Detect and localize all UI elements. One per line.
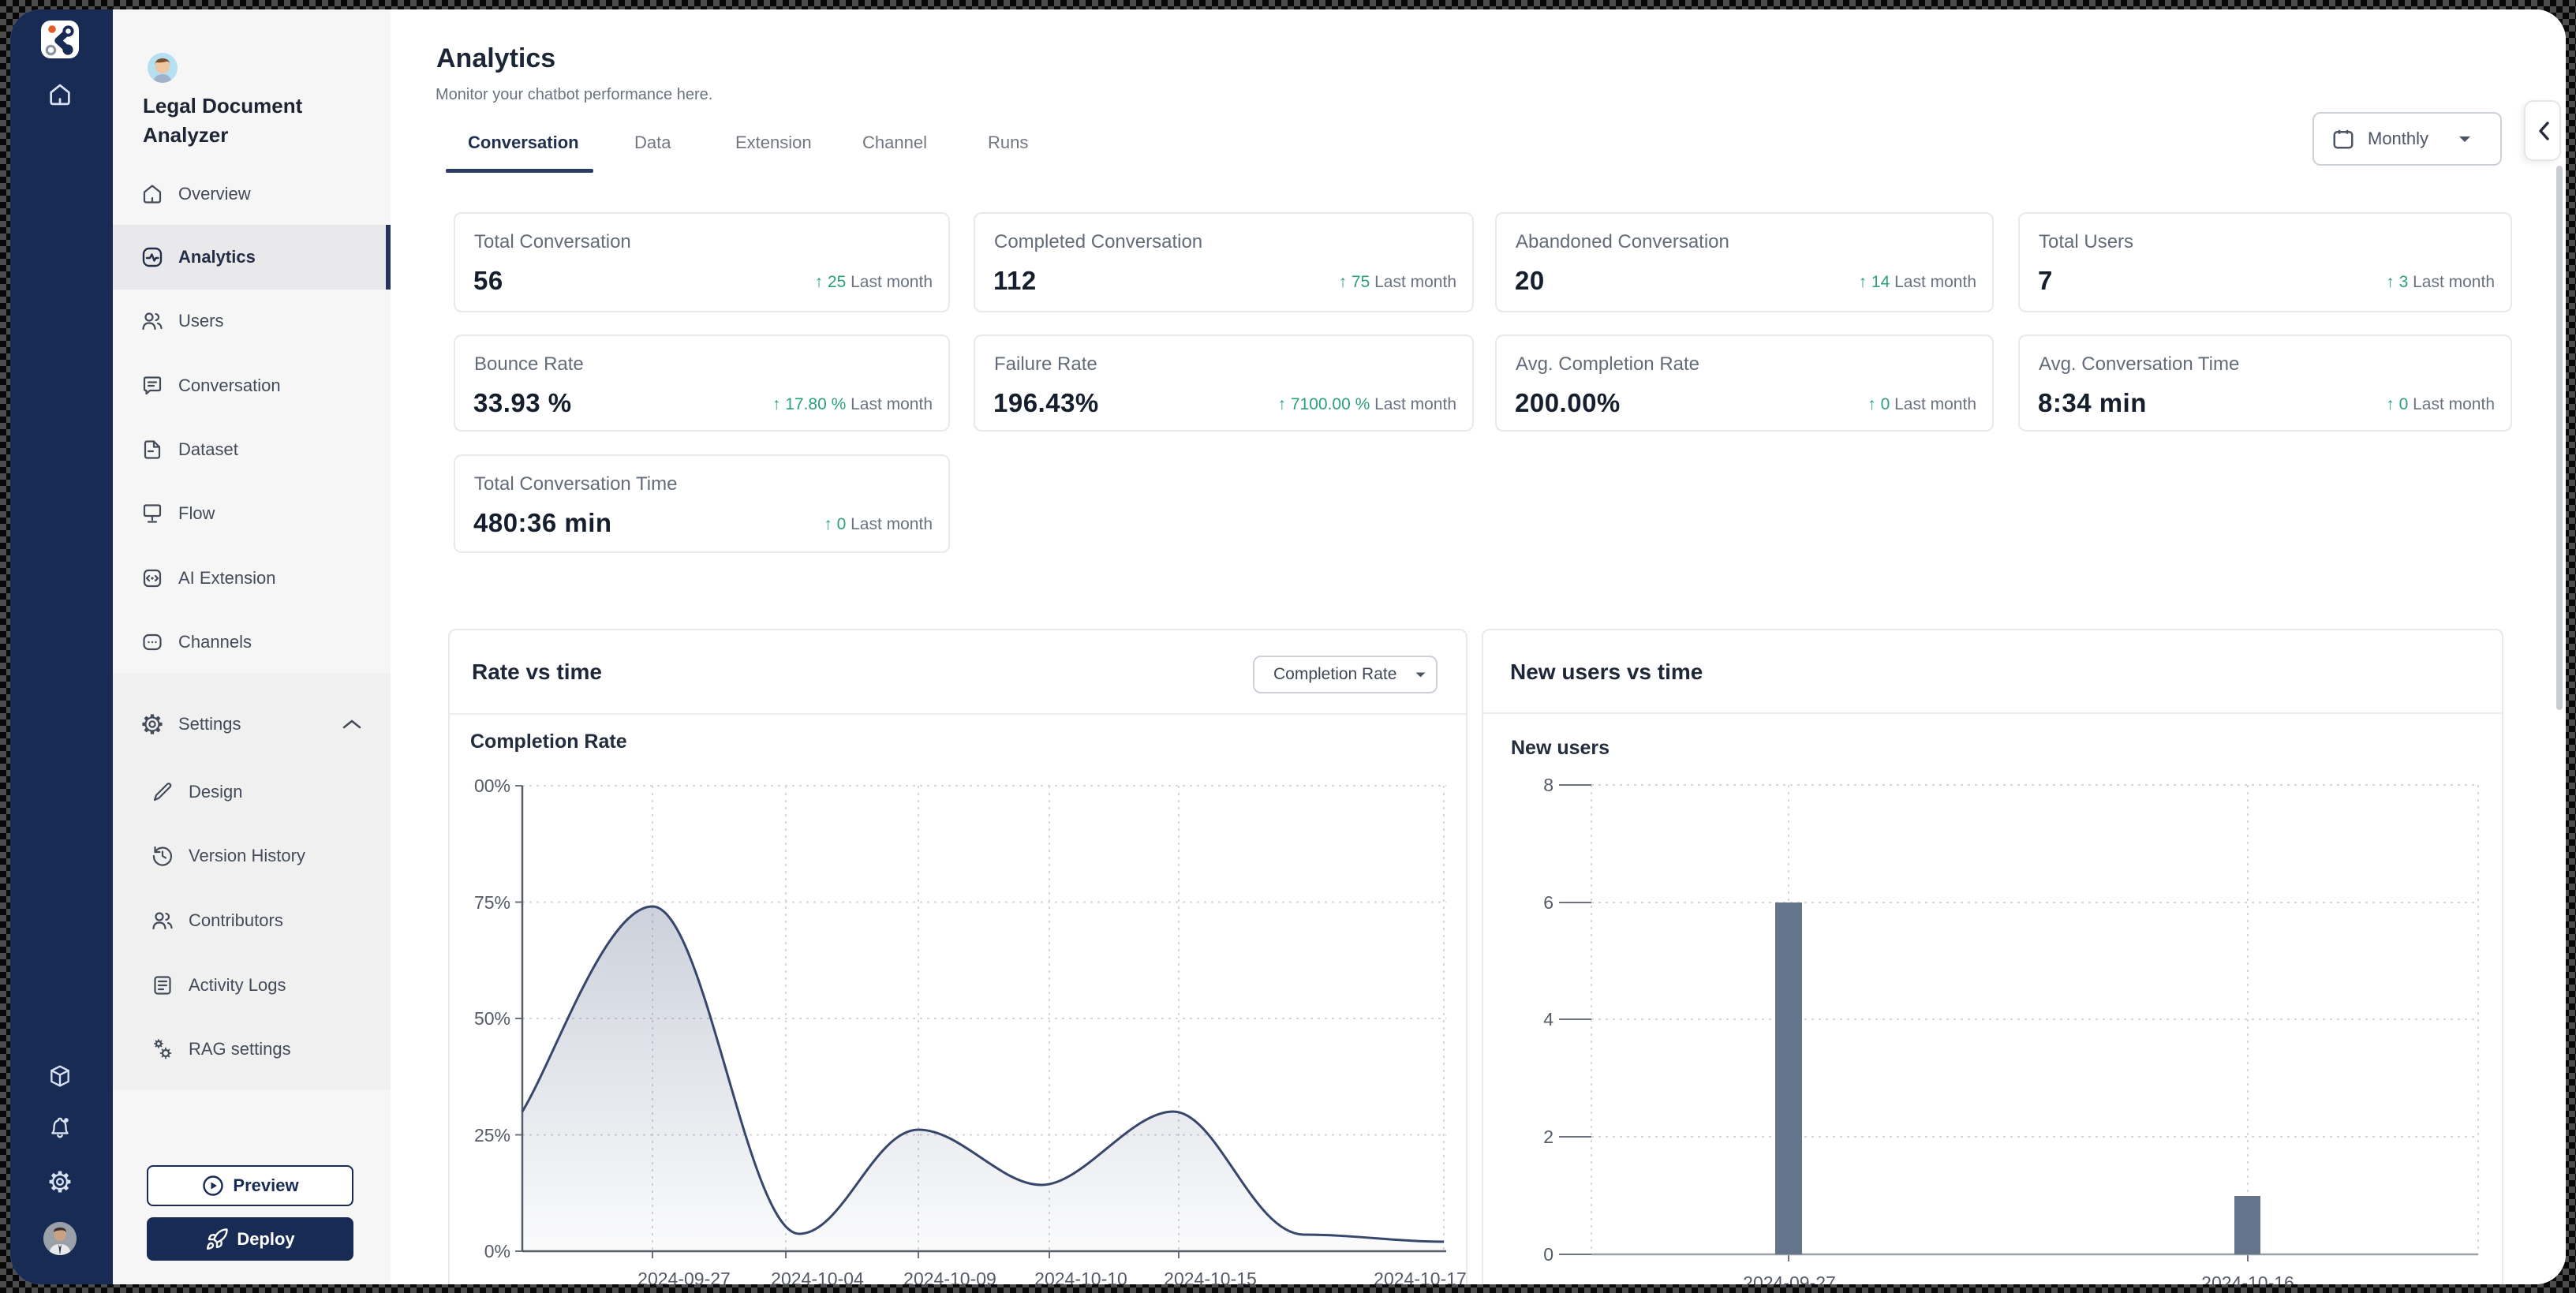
- svg-text:00%: 00%: [474, 775, 510, 796]
- svg-text:75%: 75%: [474, 892, 510, 913]
- svg-text:4: 4: [1543, 1009, 1553, 1030]
- svg-text:2024-10-10: 2024-10-10: [1034, 1269, 1127, 1284]
- svg-text:8: 8: [1543, 775, 1553, 795]
- svg-text:New users: New users: [1511, 737, 1610, 759]
- svg-text:Completion Rate: Completion Rate: [470, 731, 627, 753]
- svg-text:2024-10-04: 2024-10-04: [771, 1269, 864, 1284]
- svg-text:2024-10-17: 2024-10-17: [1374, 1269, 1467, 1284]
- svg-text:50%: 50%: [474, 1008, 510, 1029]
- svg-text:2024-10-15: 2024-10-15: [1164, 1269, 1257, 1284]
- svg-text:2024-10-09: 2024-10-09: [903, 1269, 996, 1284]
- svg-text:2024-09-27: 2024-09-27: [1743, 1272, 1836, 1284]
- svg-text:25%: 25%: [474, 1125, 510, 1145]
- svg-text:0: 0: [1543, 1244, 1553, 1265]
- svg-text:6: 6: [1543, 892, 1553, 913]
- svg-text:2: 2: [1543, 1127, 1553, 1147]
- svg-text:2024-10-16: 2024-10-16: [2201, 1272, 2294, 1284]
- svg-text:2024-09-27: 2024-09-27: [637, 1269, 731, 1284]
- svg-text:0%: 0%: [484, 1241, 510, 1261]
